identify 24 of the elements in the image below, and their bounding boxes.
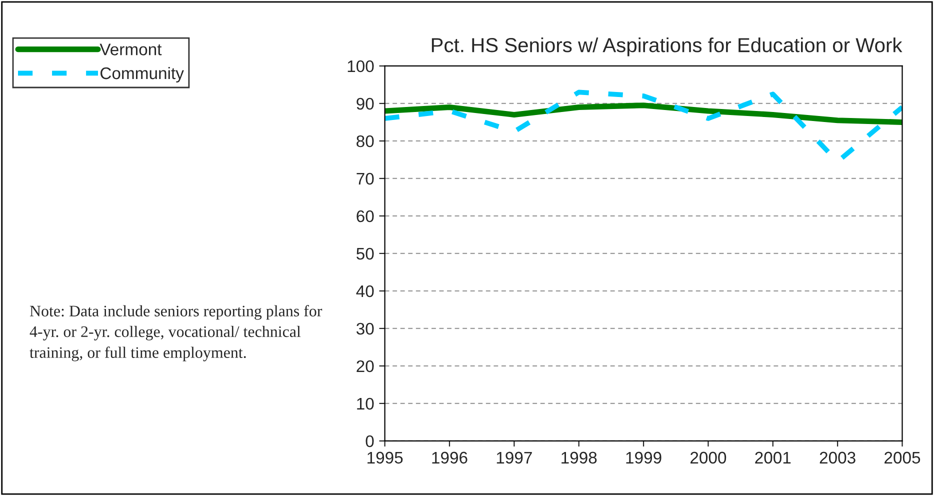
x-tick-label: 1997 xyxy=(496,452,532,464)
chart-title: Pct. HS Seniors w/ Aspirations for Education or Work xyxy=(432,37,902,56)
text: Note: Data include seniors reporting plans for 4-yr. or 2-yr. college, vocational/ technical training, or full time employment. xyxy=(30,305,322,362)
x-tick-label: 1995 xyxy=(368,452,403,464)
y-tick-label: 40 xyxy=(356,285,374,298)
x-tick-label: 1998 xyxy=(562,452,597,464)
y-tick-label: 10 xyxy=(357,398,374,410)
y-tick-label: 0 xyxy=(366,435,374,448)
x-tick-label: 1996 xyxy=(432,452,468,464)
x-tick-label: 2005 xyxy=(884,452,920,464)
y-tick-label: 60 xyxy=(356,210,374,222)
x-tick-label: 1999 xyxy=(626,452,662,464)
y-tick-label: 80 xyxy=(356,135,374,148)
legend-label: Community xyxy=(100,66,184,82)
y-tick-label: 20 xyxy=(356,360,374,372)
y-tick-label: 90 xyxy=(356,98,374,110)
y-tick-label: 30 xyxy=(356,322,374,335)
legend-label: Vermont xyxy=(100,44,162,56)
y-tick-label: 50 xyxy=(356,248,374,260)
x-tick-label: 2001 xyxy=(755,452,791,464)
y-tick-label: 70 xyxy=(356,172,374,185)
x-tick-label: 2000 xyxy=(690,452,726,464)
y-tick-label: 100 xyxy=(348,60,374,72)
x-tick-label: 2003 xyxy=(820,452,856,464)
